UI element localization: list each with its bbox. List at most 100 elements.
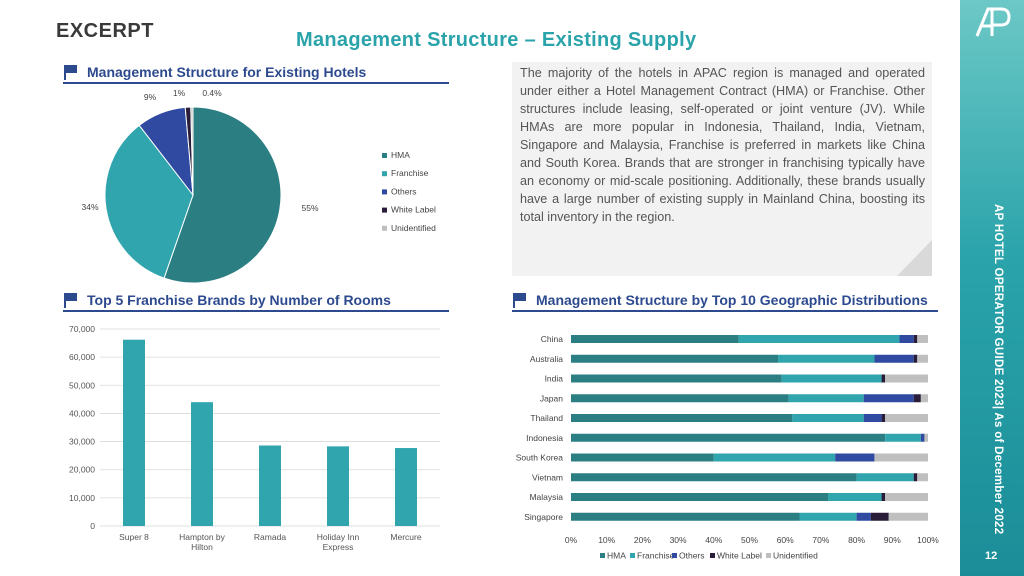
stack-segment-singapore-white-label bbox=[870, 512, 889, 521]
stack-segment-malaysia-franchise bbox=[828, 493, 882, 501]
stack-y-label: Indonesia bbox=[526, 433, 563, 443]
bar-hampton-by-hilton bbox=[191, 402, 213, 526]
stack-x-tick: 10% bbox=[598, 535, 615, 545]
stack-legend-swatch bbox=[630, 553, 635, 558]
stack-legend-label: White Label bbox=[717, 551, 762, 561]
stack-section-title: Management Structure by Top 10 Geographi… bbox=[536, 292, 928, 308]
stack-y-label: India bbox=[545, 374, 564, 384]
bar-x-label: Express bbox=[323, 542, 354, 552]
stack-segment-indonesia-hma bbox=[571, 433, 886, 442]
stack-segment-japan-white-label bbox=[913, 394, 921, 403]
stack-x-tick: 50% bbox=[741, 535, 758, 545]
stack-segment-south-korea-franchise bbox=[713, 453, 836, 462]
pie-section-underline bbox=[63, 82, 449, 84]
page-title: Management Structure – Existing Supply bbox=[296, 29, 697, 51]
stack-x-tick: 100% bbox=[917, 535, 939, 545]
stack-legend-swatch bbox=[766, 553, 771, 558]
bar-y-tick: 10,000 bbox=[69, 493, 95, 503]
stack-segment-japan-franchise bbox=[788, 394, 864, 403]
stack-x-tick: 60% bbox=[777, 535, 794, 545]
brand-sidebar bbox=[960, 0, 1024, 576]
stack-segment-vietnam-white-label bbox=[913, 473, 918, 482]
stack-segment-australia-franchise bbox=[778, 354, 875, 363]
pie-legend-label: Others bbox=[391, 186, 417, 196]
bar-x-label: Ramada bbox=[254, 532, 286, 542]
stack-legend-swatch bbox=[672, 553, 677, 558]
bar-y-tick: 50,000 bbox=[69, 380, 95, 390]
bar-x-label: Mercure bbox=[390, 532, 421, 542]
stack-segment-australia-others bbox=[874, 354, 914, 363]
stack-legend-label: Others bbox=[679, 551, 705, 561]
stack-segment-singapore-others bbox=[856, 512, 871, 521]
stack-segment-australia-white-label bbox=[913, 354, 918, 363]
stack-x-tick: 0% bbox=[565, 535, 578, 545]
stack-segment-china-white-label bbox=[913, 335, 918, 343]
stack-section-header: Management Structure by Top 10 Geographi… bbox=[512, 290, 928, 310]
bar-section-title: Top 5 Franchise Brands by Number of Room… bbox=[87, 292, 391, 308]
bar-y-tick: 60,000 bbox=[69, 352, 95, 362]
stack-legend-label: HMA bbox=[607, 551, 626, 561]
stack-segment-vietnam-unidentified bbox=[917, 473, 928, 482]
stack-segment-japan-hma bbox=[571, 394, 789, 403]
stack-segment-malaysia-unidentified bbox=[885, 493, 928, 501]
stack-segment-australia-unidentified bbox=[917, 354, 928, 363]
stack-legend-swatch bbox=[710, 553, 715, 558]
stack-segment-malaysia-white-label bbox=[881, 493, 886, 501]
stack-segment-malaysia-hma bbox=[571, 493, 829, 501]
bar-x-label: Hampton by bbox=[179, 532, 226, 542]
pie-data-label: 1% bbox=[173, 88, 186, 98]
stack-y-label: Australia bbox=[530, 354, 563, 364]
stack-x-tick: 90% bbox=[884, 535, 901, 545]
stack-segment-australia-hma bbox=[571, 354, 779, 363]
stack-legend-label: Franchise bbox=[637, 551, 675, 561]
stack-segment-south-korea-others bbox=[835, 453, 875, 462]
stack-y-label: Malaysia bbox=[529, 492, 563, 502]
stack-segment-japan-others bbox=[863, 394, 914, 403]
bar-y-tick: 30,000 bbox=[69, 437, 95, 447]
stack-segment-vietnam-hma bbox=[571, 473, 857, 482]
bar-holiday-inn-express bbox=[327, 446, 349, 526]
bar-y-tick: 0 bbox=[90, 521, 95, 531]
stack-segment-south-korea-hma bbox=[571, 453, 714, 462]
stack-x-tick: 20% bbox=[634, 535, 651, 545]
stack-segment-south-korea-unidentified bbox=[874, 453, 928, 462]
pie-section-header: Management Structure for Existing Hotels bbox=[63, 62, 366, 82]
stack-segment-indonesia-franchise bbox=[885, 433, 921, 442]
stack-segment-china-unidentified bbox=[917, 335, 928, 343]
stack-segment-thailand-others bbox=[863, 414, 882, 422]
ap-logo-icon bbox=[975, 7, 1011, 37]
stack-segment-india-unidentified bbox=[885, 374, 928, 383]
stack-x-tick: 70% bbox=[812, 535, 829, 545]
summary-paragraph: The majority of the hotels in APAC regio… bbox=[520, 66, 925, 224]
bar-x-label: Hilton bbox=[191, 542, 213, 552]
stack-segment-singapore-hma bbox=[571, 512, 800, 521]
pie-legend-label: Franchise bbox=[391, 168, 429, 178]
stack-segment-india-white-label bbox=[881, 374, 886, 383]
bar-y-tick: 20,000 bbox=[69, 465, 95, 475]
stack-segment-thailand-unidentified bbox=[885, 414, 928, 422]
bar-y-tick: 70,000 bbox=[69, 324, 95, 334]
stack-segment-singapore-franchise bbox=[799, 512, 857, 521]
stack-y-label: China bbox=[541, 334, 563, 344]
stack-segment-singapore-unidentified bbox=[888, 512, 928, 521]
pie-data-label: 34% bbox=[81, 202, 98, 212]
stack-x-tick: 40% bbox=[705, 535, 722, 545]
stack-segment-china-franchise bbox=[738, 335, 900, 343]
page-number: 12 bbox=[985, 550, 998, 562]
pie-slice-franchise bbox=[104, 124, 194, 279]
flag-icon bbox=[64, 65, 77, 80]
bar-section-header: Top 5 Franchise Brands by Number of Room… bbox=[63, 290, 391, 310]
flag-icon bbox=[64, 293, 77, 308]
stack-segment-thailand-franchise bbox=[792, 414, 864, 422]
stack-x-tick: 80% bbox=[848, 535, 865, 545]
pie-data-label: 55% bbox=[301, 203, 318, 213]
pie-legend-swatch bbox=[382, 153, 387, 158]
excerpt-label: EXCERPT bbox=[56, 20, 154, 42]
stack-y-label: Singapore bbox=[524, 512, 563, 522]
pie-legend-swatch bbox=[382, 189, 387, 195]
bar-super-8 bbox=[123, 339, 145, 526]
stack-section-underline bbox=[512, 310, 938, 312]
pie-legend-swatch bbox=[382, 225, 387, 231]
bar-x-label: Super 8 bbox=[119, 532, 149, 542]
stack-y-label: South Korea bbox=[516, 453, 564, 463]
